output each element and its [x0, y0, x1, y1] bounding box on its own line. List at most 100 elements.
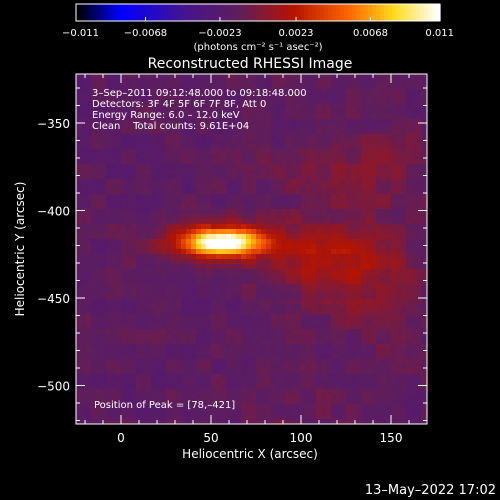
heatmap-cell — [361, 214, 367, 220]
heatmap-cell — [151, 224, 157, 230]
heatmap-cell — [311, 279, 317, 285]
heatmap-cell — [196, 214, 202, 220]
heatmap-cell — [391, 139, 397, 145]
heatmap-cell — [411, 339, 417, 345]
colorbar-cell — [336, 4, 341, 21]
heatmap-cell — [211, 334, 217, 340]
heatmap-cell — [166, 279, 172, 285]
heatmap-cell — [361, 119, 367, 125]
heatmap-cell — [91, 79, 97, 85]
heatmap-cell — [251, 214, 257, 220]
heatmap-cell — [351, 264, 357, 270]
heatmap-cell — [106, 89, 112, 95]
heatmap-cell — [211, 144, 217, 150]
heatmap-cell — [321, 324, 327, 330]
heatmap-cell — [166, 219, 172, 225]
heatmap-cell — [421, 169, 427, 175]
heatmap-cell — [336, 129, 342, 135]
heatmap-cell — [121, 169, 127, 175]
heatmap-cell — [211, 364, 217, 370]
heatmap-cell — [221, 274, 227, 280]
heatmap-cell — [316, 129, 322, 135]
heatmap-cell — [181, 304, 187, 310]
heatmap-cell — [271, 154, 277, 160]
heatmap-cell — [91, 194, 97, 200]
heatmap-cell — [391, 164, 397, 170]
heatmap-cell — [266, 174, 272, 180]
heatmap-cell — [291, 344, 297, 350]
heatmap-cell — [191, 89, 197, 95]
heatmap-cell — [281, 139, 287, 145]
heatmap-cell — [111, 239, 117, 245]
heatmap-cell — [291, 124, 297, 130]
heatmap-cell — [186, 239, 192, 245]
heatmap-cell — [251, 244, 257, 250]
heatmap-cell — [371, 379, 377, 385]
heatmap-cell — [336, 94, 342, 100]
heatmap-cell — [296, 224, 302, 230]
heatmap-cell — [161, 109, 167, 115]
heatmap-cell — [291, 369, 297, 375]
heatmap-cell — [366, 384, 372, 390]
heatmap-cell — [106, 259, 112, 265]
heatmap-cell — [421, 344, 427, 350]
heatmap-cell — [251, 239, 257, 245]
heatmap-cell — [256, 244, 262, 250]
heatmap-cell — [171, 84, 177, 90]
heatmap-cell — [161, 399, 167, 405]
heatmap-cell — [411, 134, 417, 140]
heatmap-cell — [371, 299, 377, 305]
heatmap-cell — [311, 349, 317, 355]
heatmap-cell — [346, 264, 352, 270]
heatmap-cell — [331, 229, 337, 235]
heatmap-cell — [231, 74, 237, 80]
heatmap-cell — [96, 364, 102, 370]
heatmap-cell — [211, 264, 217, 270]
heatmap-cell — [301, 104, 307, 110]
heatmap-cell — [76, 394, 82, 400]
heatmap-cell — [346, 279, 352, 285]
heatmap-cell — [396, 124, 402, 130]
colorbar-cell — [152, 4, 157, 21]
heatmap-cell — [411, 174, 417, 180]
heatmap-cell — [271, 414, 277, 420]
heatmap-cell — [406, 409, 412, 415]
heatmap-cell — [361, 324, 367, 330]
heatmap-cell — [251, 104, 257, 110]
heatmap-cell — [301, 414, 307, 420]
heatmap-cell — [396, 149, 402, 155]
heatmap-cell — [101, 414, 107, 420]
heatmap-cell — [171, 154, 177, 160]
heatmap-cell — [331, 184, 337, 190]
heatmap-cell — [201, 394, 207, 400]
heatmap-cell — [186, 169, 192, 175]
heatmap-cell — [291, 199, 297, 205]
heatmap-cell — [226, 204, 232, 210]
heatmap-cell — [291, 409, 297, 415]
heatmap-cell — [176, 394, 182, 400]
heatmap-cell — [221, 384, 227, 390]
heatmap-cell — [311, 149, 317, 155]
heatmap-cell — [361, 114, 367, 120]
heatmap-cell — [281, 339, 287, 345]
heatmap-cell — [356, 374, 362, 380]
heatmap-cell — [81, 349, 87, 355]
heatmap-cell — [401, 219, 407, 225]
heatmap-cell — [306, 229, 312, 235]
heatmap-cell — [121, 229, 127, 235]
heatmap-cell — [186, 369, 192, 375]
heatmap-cell — [151, 109, 157, 115]
heatmap-cell — [191, 74, 197, 80]
heatmap-cell — [216, 164, 222, 170]
heatmap-cell — [416, 154, 422, 160]
heatmap-cell — [321, 294, 327, 300]
heatmap-cell — [121, 84, 127, 90]
heatmap-cell — [281, 164, 287, 170]
heatmap-cell — [376, 129, 382, 135]
heatmap-cell — [196, 169, 202, 175]
heatmap-cell — [351, 229, 357, 235]
heatmap-cell — [106, 359, 112, 365]
heatmap-cell — [241, 389, 247, 395]
heatmap-cell — [401, 184, 407, 190]
heatmap-cell — [306, 179, 312, 185]
